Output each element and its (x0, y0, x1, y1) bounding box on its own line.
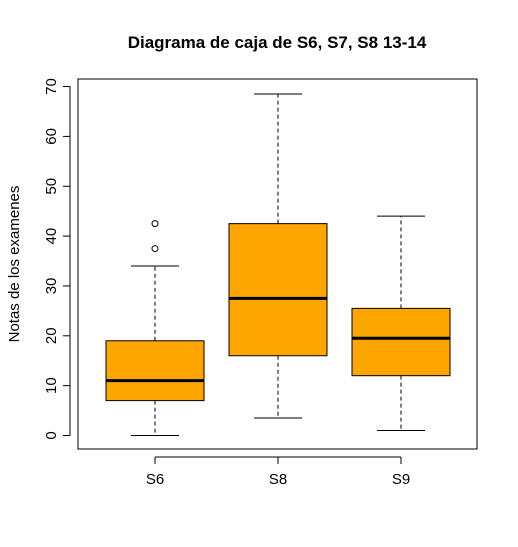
box-S8 (228, 223, 328, 357)
x-tick-label: S9 (392, 471, 410, 488)
y-tick-label: 40 (43, 228, 60, 245)
y-tick-label: 30 (43, 278, 60, 295)
box-S6 (105, 340, 205, 402)
y-tick-label: 50 (43, 178, 60, 195)
x-tick-label: S8 (269, 471, 287, 488)
chart-title: Diagrama de caja de S6, S7, S8 13-14 (128, 33, 427, 52)
chart-marks: 0 10 20 30 40 50 60 70 S6 S8 S9 (43, 78, 451, 488)
y-tick-label: 70 (43, 78, 60, 95)
y-tick-label: 0 (43, 431, 60, 439)
y-axis-label: Notas de los examenes (6, 186, 23, 343)
y-tick-label: 20 (43, 327, 60, 344)
y-tick-label: 10 (43, 377, 60, 394)
outlier-point (151, 245, 159, 253)
y-tick-label: 60 (43, 128, 60, 145)
x-tick-label: S6 (146, 471, 164, 488)
plot-frame (77, 78, 478, 450)
outlier-point (151, 220, 159, 228)
box-S9 (351, 307, 451, 377)
